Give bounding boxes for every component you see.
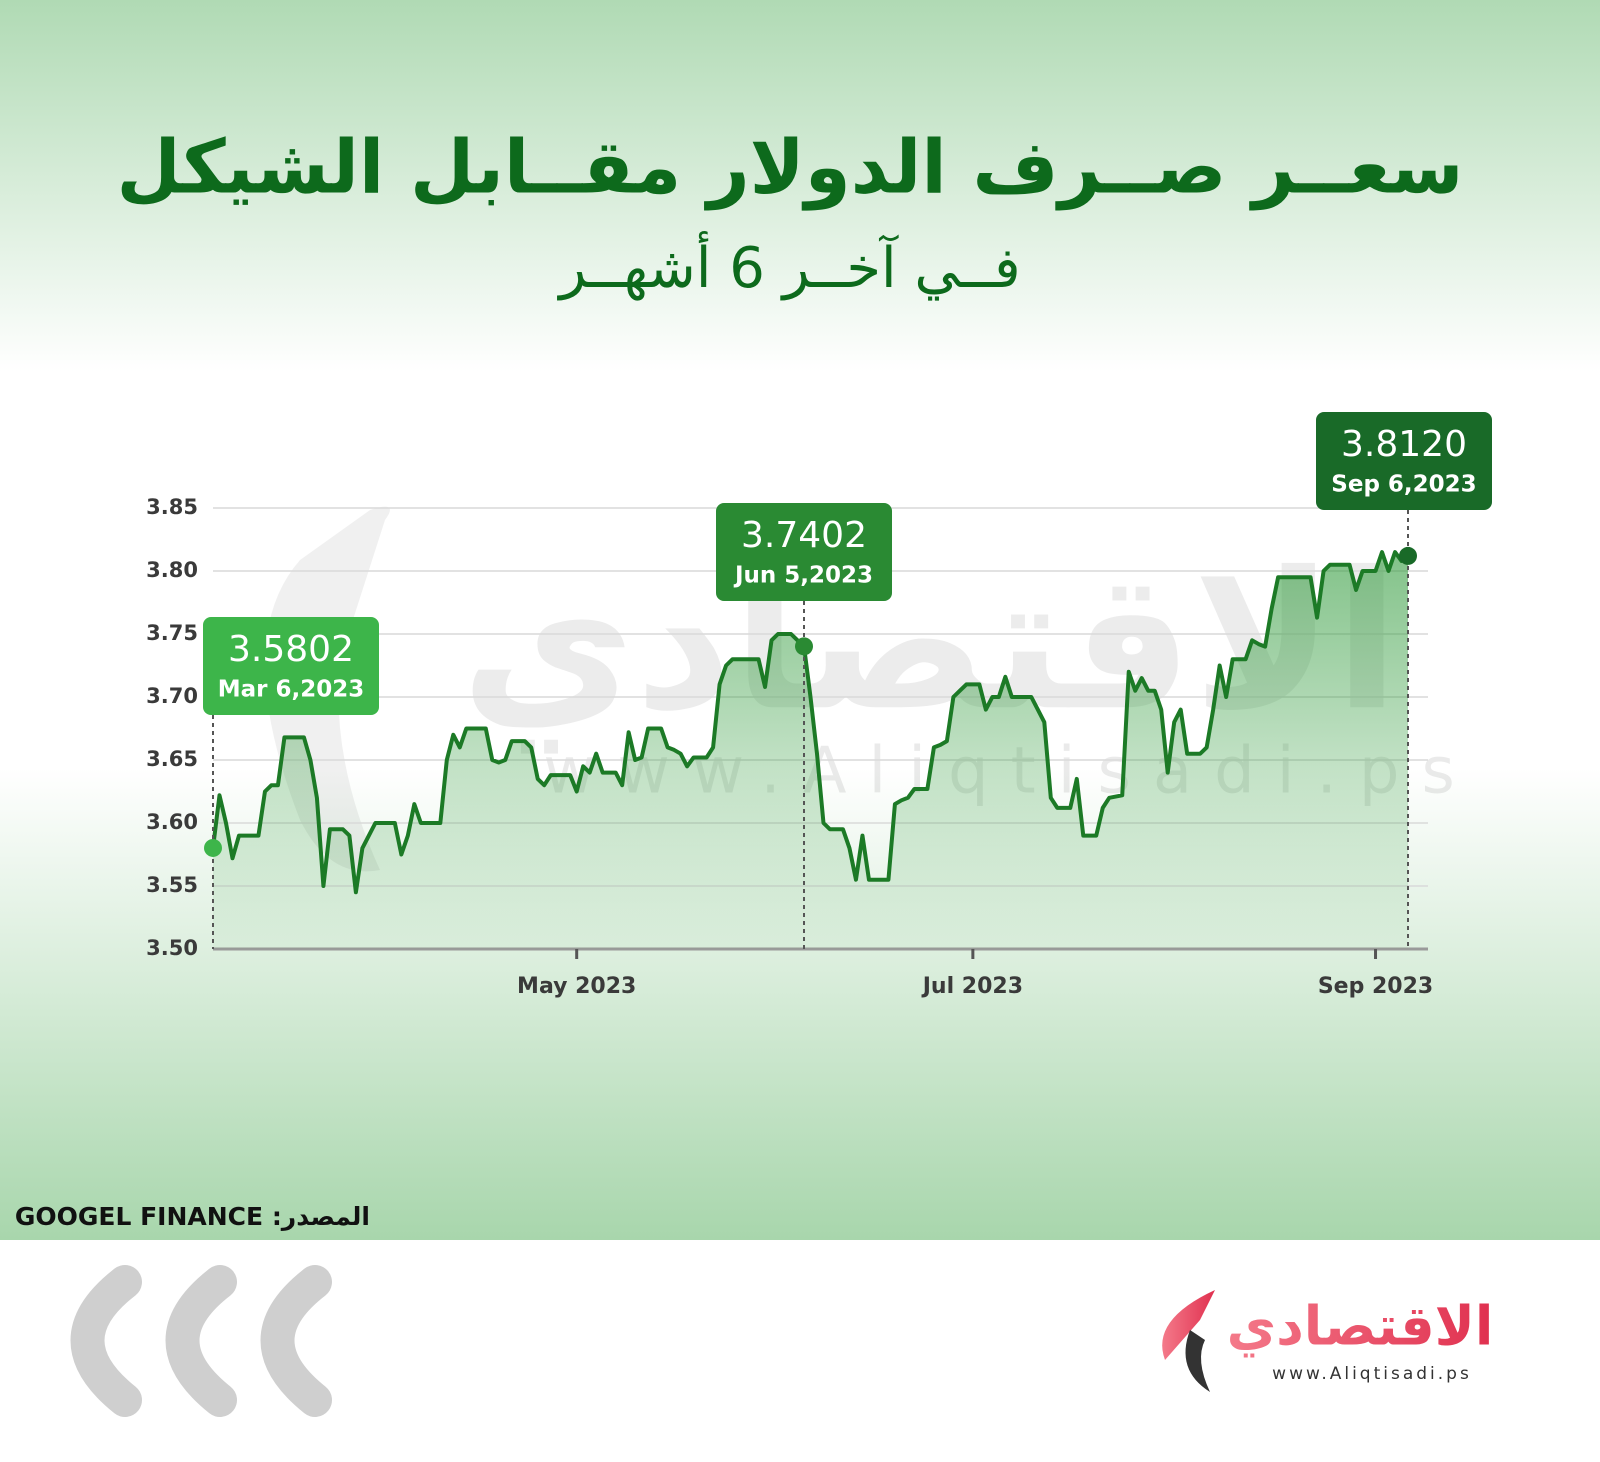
- y-tick-label: 3.65: [146, 747, 198, 771]
- y-tick-label: 3.60: [146, 810, 198, 834]
- chevron: [260, 1265, 332, 1417]
- source: المصدر: GOOGEL FINANCE: [15, 1202, 370, 1231]
- x-tick-label: Sep 2023: [1318, 974, 1433, 999]
- annotation-date: Jun 5,2023: [733, 563, 873, 589]
- annotation-value: 3.7402: [741, 515, 867, 556]
- logo-mark: [1162, 1290, 1215, 1360]
- logo-mark: [1185, 1330, 1210, 1392]
- subtitle: فــي آخــر 6 أشهــر: [556, 231, 1020, 301]
- logo-website: www.Aliqtisadi.ps: [1272, 1364, 1472, 1384]
- logo: الاقتصادي: [1227, 1295, 1494, 1358]
- chevron: [165, 1265, 237, 1417]
- annotation-date: Mar 6,2023: [218, 677, 365, 703]
- x-tick-label: Jul 2023: [921, 974, 1023, 999]
- annotation-value: 3.5802: [228, 629, 354, 670]
- annotation-point: [795, 637, 814, 656]
- y-tick-label: 3.55: [146, 873, 198, 897]
- annotation-date: Sep 6,2023: [1331, 472, 1476, 498]
- y-tick-label: 3.85: [146, 495, 198, 519]
- y-tick-label: 3.75: [146, 621, 198, 645]
- annotation-point: [1399, 546, 1417, 565]
- y-tick-label: 3.80: [146, 558, 198, 582]
- y-tick-label: 3.70: [146, 684, 198, 708]
- annotation-point: [204, 838, 222, 857]
- annotation-box: [203, 617, 379, 715]
- annotation-box: [1316, 412, 1492, 510]
- chevron: [70, 1265, 142, 1417]
- y-tick-label: 3.50: [146, 936, 198, 960]
- line: [211, 550, 1410, 895]
- annotation-value: 3.8120: [1341, 424, 1467, 465]
- footer-chevrons: [70, 1265, 332, 1417]
- area: [213, 552, 1408, 949]
- title: سعــر صــرف الدولار مقــابل الشيكل: [117, 125, 1464, 212]
- x-tick-label: May 2023: [517, 974, 636, 999]
- annotation-box: [716, 503, 893, 601]
